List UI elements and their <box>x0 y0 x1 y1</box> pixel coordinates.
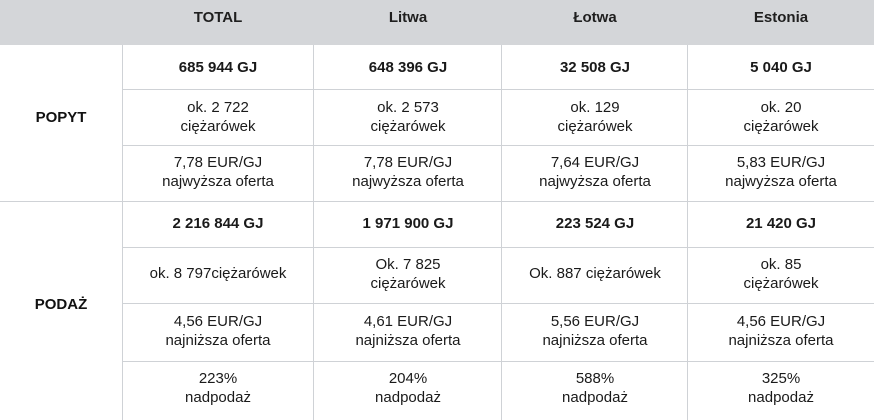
price-value: 4,61 EUR/GJ <box>363 313 453 330</box>
podaz-estonia-price: 4,56 EUR/GJ najniższa oferta <box>688 312 874 350</box>
price-note: najniższa oferta <box>728 332 834 349</box>
trucks-unit: ciężarówek <box>743 118 819 135</box>
podaz-estonia-oversupply: 325% nadpodaż <box>688 369 874 407</box>
price-value: 7,78 EUR/GJ <box>363 154 453 171</box>
podaz-lotwa-gj: 223 524 GJ <box>555 215 635 232</box>
oversupply-percent: 204% <box>388 370 428 387</box>
price-value: 5,83 EUR/GJ <box>736 154 826 171</box>
popyt-litwa-price: 7,78 EUR/GJ najwyższa oferta <box>314 153 502 191</box>
column-divider <box>313 45 314 420</box>
price-note: najniższa oferta <box>542 332 648 349</box>
podaz-litwa-trucks: Ok. 7 825 ciężarówek <box>314 255 502 293</box>
podaz-estonia-gj: 21 420 GJ <box>745 215 817 232</box>
trucks-count: Ok. 7 825 <box>375 256 441 273</box>
column-divider <box>122 45 123 420</box>
row-divider <box>122 145 874 146</box>
oversupply-label: nadpodaż <box>748 389 814 406</box>
column-divider <box>501 45 502 420</box>
trucks-count: ok. 129 <box>570 99 620 116</box>
price-note: najniższa oferta <box>355 332 461 349</box>
trucks-count: ok. 8 797ciężarówek <box>149 265 287 282</box>
trucks-unit: ciężarówek <box>743 275 819 292</box>
popyt-total-gj: 685 944 GJ <box>178 59 258 76</box>
popyt-litwa-trucks: ok. 2 573 ciężarówek <box>314 98 502 136</box>
header-litwa: Litwa <box>388 9 428 26</box>
header-estonia: Estonia <box>753 9 809 26</box>
header-lotwa: Łotwa <box>573 9 617 26</box>
podaz-total-trucks: ok. 8 797ciężarówek <box>122 264 314 283</box>
price-value: 7,78 EUR/GJ <box>173 154 263 171</box>
trucks-unit: ciężarówek <box>370 275 446 292</box>
oversupply-percent: 588% <box>575 370 615 387</box>
trucks-unit: ciężarówek <box>557 118 633 135</box>
oversupply-percent: 223% <box>198 370 238 387</box>
price-value: 7,64 EUR/GJ <box>550 154 640 171</box>
row-label-popyt: POPYT <box>35 109 87 126</box>
popyt-estonia-gj: 5 040 GJ <box>750 59 812 76</box>
podaz-estonia-trucks: ok. 85 ciężarówek <box>688 255 874 293</box>
row-divider <box>122 247 874 248</box>
header-total: TOTAL <box>193 9 243 26</box>
price-note: najwyższa oferta <box>725 173 837 190</box>
row-divider <box>122 89 874 90</box>
podaz-lotwa-price: 5,56 EUR/GJ najniższa oferta <box>502 312 688 350</box>
price-value: 4,56 EUR/GJ <box>173 313 263 330</box>
podaz-litwa-price: 4,61 EUR/GJ najniższa oferta <box>314 312 502 350</box>
trucks-unit: ciężarówek <box>370 118 446 135</box>
table-header <box>0 0 874 45</box>
price-note: najwyższa oferta <box>352 173 464 190</box>
price-value: 5,56 EUR/GJ <box>550 313 640 330</box>
price-note: najwyższa oferta <box>162 173 274 190</box>
popyt-lotwa-trucks: ok. 129 ciężarówek <box>502 98 688 136</box>
trucks-count: ok. 2 722 <box>187 99 249 116</box>
popyt-lotwa-price: 7,64 EUR/GJ najwyższa oferta <box>502 153 688 191</box>
oversupply-label: nadpodaż <box>185 389 251 406</box>
popyt-estonia-trucks: ok. 20 ciężarówek <box>688 98 874 136</box>
popyt-total-trucks: ok. 2 722 ciężarówek <box>122 98 314 136</box>
podaz-total-gj: 2 216 844 GJ <box>172 215 264 232</box>
trucks-count: ok. 2 573 <box>377 99 439 116</box>
row-label-podaz: PODAŻ <box>34 296 88 313</box>
price-note: najniższa oferta <box>165 332 271 349</box>
trucks-count: ok. 20 <box>760 99 802 116</box>
price-value: 4,56 EUR/GJ <box>736 313 826 330</box>
podaz-litwa-gj: 1 971 900 GJ <box>362 215 454 232</box>
column-divider <box>687 45 688 420</box>
row-divider <box>122 303 874 304</box>
row-divider <box>122 361 874 362</box>
oversupply-percent: 325% <box>761 370 801 387</box>
popyt-lotwa-gj: 32 508 GJ <box>559 59 631 76</box>
price-note: najwyższa oferta <box>539 173 651 190</box>
popyt-total-price: 7,78 EUR/GJ najwyższa oferta <box>122 153 314 191</box>
podaz-litwa-oversupply: 204% nadpodaż <box>314 369 502 407</box>
trucks-unit: ciężarówek <box>180 118 256 135</box>
trucks-count: Ok. 887 ciężarówek <box>529 265 661 282</box>
oversupply-label: nadpodaż <box>375 389 441 406</box>
trucks-count: ok. 85 <box>760 256 802 273</box>
popyt-litwa-gj: 648 396 GJ <box>368 59 448 76</box>
podaz-total-price: 4,56 EUR/GJ najniższa oferta <box>122 312 314 350</box>
section-divider <box>0 201 874 202</box>
oversupply-label: nadpodaż <box>562 389 628 406</box>
popyt-estonia-price: 5,83 EUR/GJ najwyższa oferta <box>688 153 874 191</box>
podaz-lotwa-oversupply: 588% nadpodaż <box>502 369 688 407</box>
podaz-lotwa-trucks: Ok. 887 ciężarówek <box>502 264 688 283</box>
podaz-total-oversupply: 223% nadpodaż <box>122 369 314 407</box>
